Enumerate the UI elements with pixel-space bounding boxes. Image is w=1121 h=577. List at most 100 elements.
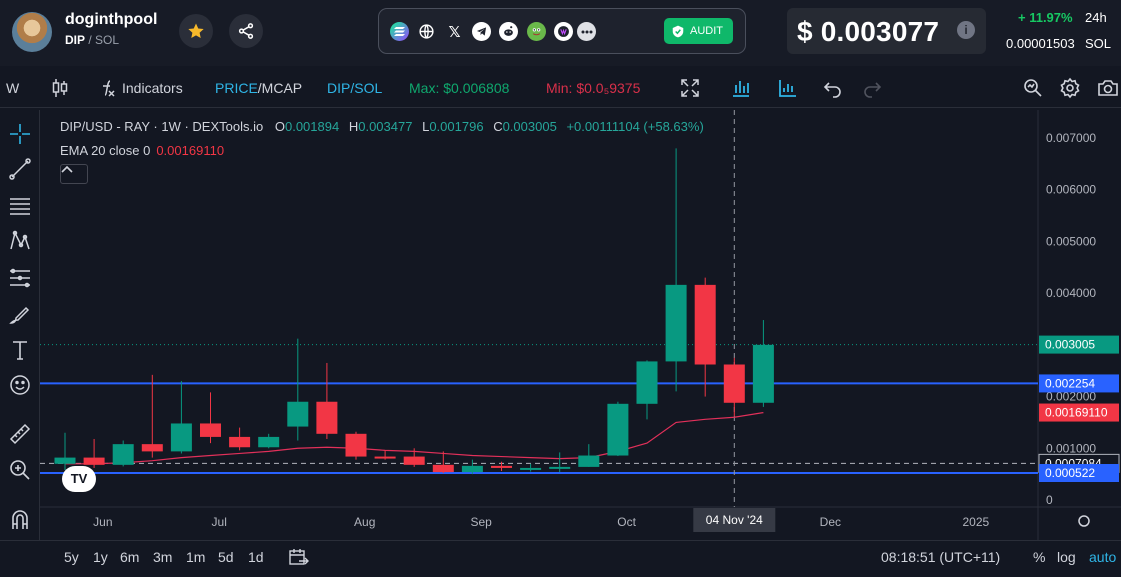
- x-tick-label: Aug: [354, 515, 375, 529]
- price-line-label: 0.00169110: [1045, 406, 1108, 420]
- pair-toggle[interactable]: DIP/SOL: [327, 80, 383, 96]
- ema-value: 0.00169110: [156, 143, 225, 158]
- x-icon[interactable]: 𝕏: [448, 23, 461, 41]
- date-range-icon[interactable]: [288, 548, 310, 568]
- price-line-label-bg: [1039, 374, 1119, 393]
- price-chart[interactable]: 0.0070000.0060000.0050000.0040000.003000…: [40, 110, 1121, 540]
- auto-toggle[interactable]: auto: [1089, 549, 1117, 565]
- candle-up: [112, 444, 134, 465]
- price-usd: $ 0.003077: [797, 16, 940, 47]
- x-tick-label: Oct: [617, 515, 636, 529]
- info-icon[interactable]: i: [957, 21, 975, 39]
- y-tick-label: 0.001000: [1046, 441, 1096, 455]
- candle-down: [432, 464, 454, 473]
- x-tick-label: Dec: [820, 515, 841, 529]
- candle-up: [461, 465, 483, 473]
- range-1d[interactable]: 1d: [248, 549, 264, 565]
- solana-icon[interactable]: [390, 22, 409, 41]
- redo-icon[interactable]: [861, 77, 883, 99]
- legend-h-key: H: [348, 119, 359, 134]
- settings-gear-icon[interactable]: [1059, 77, 1081, 99]
- candle-down: [200, 423, 221, 437]
- price-mcap-toggle[interactable]: PRICE/MCAP: [215, 80, 302, 96]
- favorite-button[interactable]: [179, 14, 213, 48]
- token-name: doginthpool: [65, 11, 158, 28]
- max-price: Max: $0.006808: [409, 80, 510, 96]
- undo-icon[interactable]: [822, 77, 844, 99]
- crosshair-date-label: 04 Nov '24: [706, 513, 763, 527]
- ruler-icon[interactable]: [8, 422, 32, 446]
- text-icon[interactable]: [8, 338, 32, 362]
- fib-icon[interactable]: [8, 266, 32, 290]
- legend-low: 0.001796: [429, 119, 484, 134]
- camera-icon[interactable]: [1097, 77, 1119, 99]
- chart-canvas[interactable]: 0.0070000.0060000.0050000.0040000.003000…: [40, 110, 1121, 540]
- search-chart-icon[interactable]: [1022, 77, 1044, 99]
- candle-up: [287, 401, 309, 427]
- crosshair-date-bg: [693, 508, 776, 532]
- ema-label: EMA 20 close 0: [60, 143, 151, 158]
- audit-button[interactable]: AUDIT: [664, 18, 733, 44]
- range-5d[interactable]: 5d: [218, 549, 234, 565]
- y-tick-label: 0: [1046, 493, 1053, 507]
- price-line-label-bg: [1039, 335, 1119, 354]
- pepe-icon[interactable]: [527, 22, 546, 41]
- range-1y[interactable]: 1y: [93, 549, 108, 565]
- legend-high: 0.003477: [358, 119, 413, 134]
- zoom-in-icon[interactable]: [8, 458, 32, 482]
- emoji-icon[interactable]: [8, 373, 32, 397]
- trend-line-icon[interactable]: [8, 157, 32, 181]
- volume-icon[interactable]: [777, 77, 799, 99]
- price-line-label-bg: [1039, 403, 1119, 422]
- telegram-icon[interactable]: [472, 22, 491, 41]
- legend-change: +0.00111104 (+58.63%): [566, 119, 704, 134]
- more-icon[interactable]: [577, 22, 596, 41]
- bottom-bar: 5y 1y 6m 3m 1m 5d 1d 08:18:51 (UTC+11) %…: [0, 540, 1121, 577]
- interval-button[interactable]: W: [6, 80, 20, 96]
- range-6m[interactable]: 6m: [120, 549, 140, 565]
- crosshair-icon[interactable]: [8, 122, 32, 146]
- candles-icon[interactable]: [49, 77, 71, 99]
- price-change: + 11.97%: [1018, 10, 1073, 25]
- website-icon[interactable]: [417, 22, 436, 41]
- candle-down: [723, 364, 745, 403]
- axis-settings-icon[interactable]: [1078, 515, 1090, 527]
- horizontal-lines-icon[interactable]: [8, 194, 32, 218]
- y-tick-label: 0.006000: [1046, 183, 1096, 197]
- drawing-tools-sidebar: [0, 110, 40, 540]
- dextools-icon[interactable]: [554, 22, 573, 41]
- candle-down: [345, 433, 367, 457]
- candle-down: [316, 401, 338, 434]
- brush-icon[interactable]: [8, 303, 32, 327]
- reddit-icon[interactable]: [499, 22, 518, 41]
- pattern-icon[interactable]: [8, 229, 32, 253]
- candle-up: [578, 455, 600, 467]
- indicators-icon[interactable]: [96, 77, 118, 99]
- range-1m[interactable]: 1m: [186, 549, 206, 565]
- share-button[interactable]: [229, 14, 263, 48]
- y-tick-label: 0.004000: [1046, 286, 1096, 300]
- fullscreen-icon[interactable]: [679, 77, 701, 99]
- token-symbol: DIP: [65, 33, 86, 47]
- candle-up: [665, 284, 687, 362]
- indicators-button[interactable]: Indicators: [122, 80, 183, 96]
- price-sol: 0.00001503: [1006, 36, 1075, 51]
- x-tick-label: Jun: [93, 515, 112, 529]
- collapse-legend-button[interactable]: [60, 164, 88, 184]
- candle-up: [258, 436, 280, 448]
- pair-separator: /: [85, 33, 96, 47]
- legend-c-key: C: [493, 119, 503, 134]
- candle-up: [549, 466, 571, 469]
- ema-legend: EMA 20 close 0 0.00169110: [60, 143, 224, 158]
- log-toggle[interactable]: log: [1057, 549, 1076, 565]
- range-5y[interactable]: 5y: [64, 549, 79, 565]
- magnet-icon[interactable]: [8, 508, 32, 532]
- bar-chart-icon[interactable]: [730, 77, 752, 99]
- percent-toggle[interactable]: %: [1033, 549, 1046, 565]
- price-line-label: 0.000522: [1045, 466, 1095, 480]
- candle-down: [403, 456, 425, 465]
- y-tick-label: 0.002000: [1046, 390, 1096, 404]
- quote-symbol: SOL: [95, 33, 120, 47]
- range-3m[interactable]: 3m: [153, 549, 173, 565]
- candle-down: [141, 444, 163, 452]
